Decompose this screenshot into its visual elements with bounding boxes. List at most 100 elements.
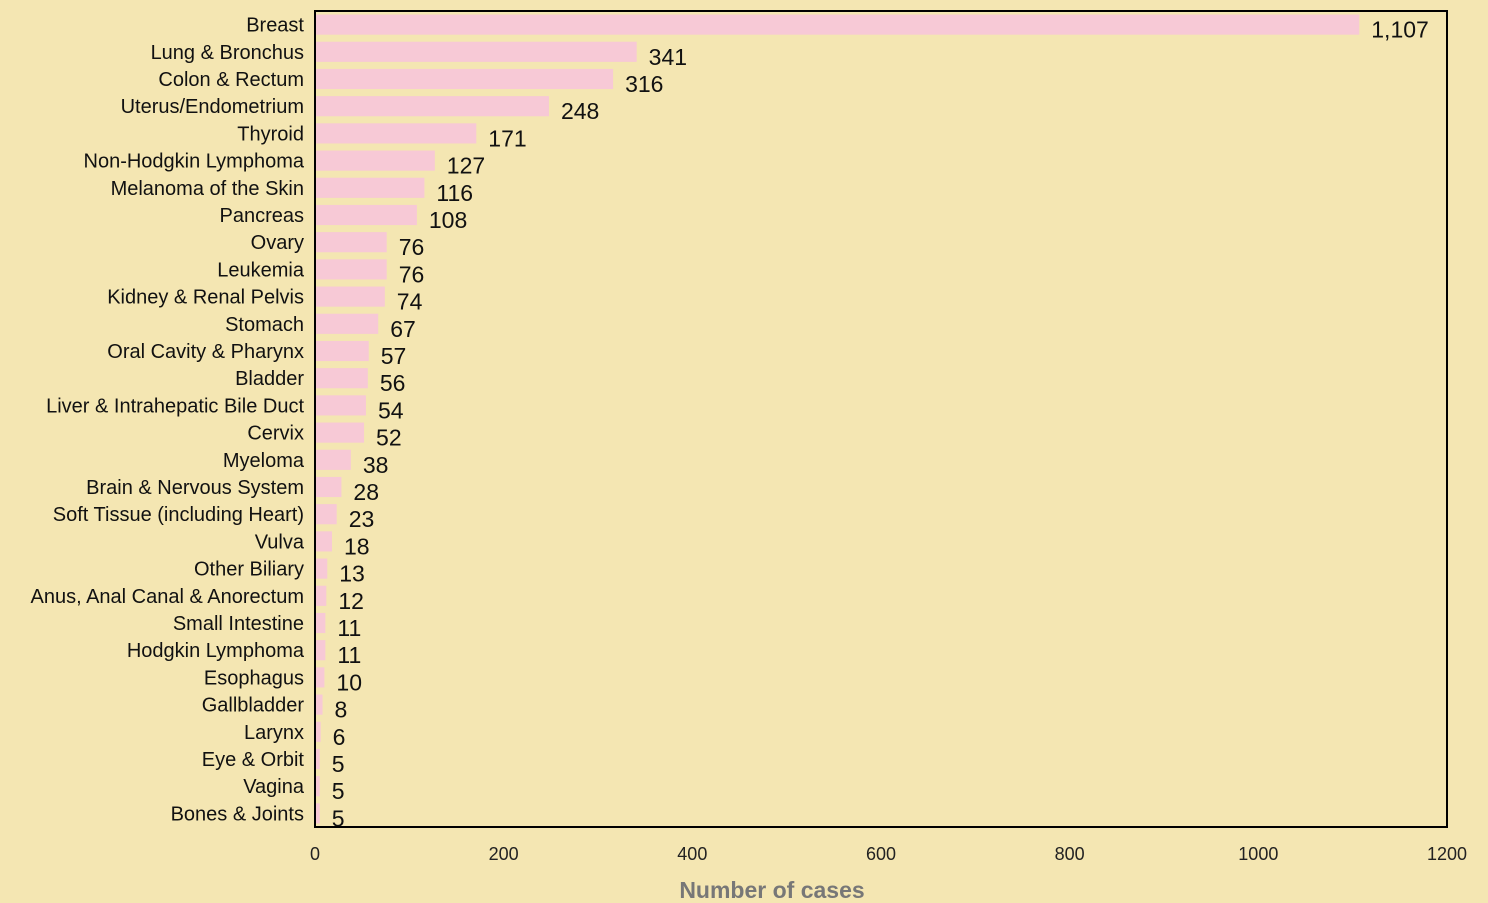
bar-hodgkin-lymphoma bbox=[316, 640, 326, 661]
value-label-eye-orbit: 5 bbox=[332, 751, 345, 777]
category-label-melanoma-of-the-skin: Melanoma of the Skin bbox=[111, 178, 304, 200]
value-label-esophagus: 10 bbox=[336, 669, 362, 695]
category-label-bones-joints: Bones & Joints bbox=[171, 803, 304, 825]
x-tick-label-800: 800 bbox=[1055, 844, 1085, 864]
value-label-liver-intrahepatic-bile-duct: 54 bbox=[378, 397, 404, 423]
category-label-bladder: Bladder bbox=[235, 368, 304, 390]
bar-small-intestine bbox=[316, 612, 326, 634]
bar-esophagus bbox=[316, 667, 325, 688]
category-label-other-biliary: Other Biliary bbox=[194, 559, 304, 581]
bar-soft-tissue-including-heart bbox=[316, 504, 337, 525]
bar-liver-intrahepatic-bile-duct bbox=[316, 395, 366, 416]
value-label-brain-nervous-system: 28 bbox=[353, 479, 379, 505]
value-label-bones-joints: 5 bbox=[332, 805, 345, 831]
bar-ovary bbox=[316, 232, 387, 253]
bar-melanoma-of-the-skin bbox=[316, 177, 425, 198]
bar-non-hodgkin-lymphoma bbox=[316, 150, 435, 171]
x-tick-label-200: 200 bbox=[489, 844, 519, 864]
value-label-vulva: 18 bbox=[344, 533, 370, 559]
value-label-breast: 1,107 bbox=[1371, 17, 1429, 43]
value-label-colon-rectum: 316 bbox=[625, 71, 663, 97]
category-label-colon-rectum: Colon & Rectum bbox=[158, 69, 304, 91]
bar-breast bbox=[316, 14, 1360, 35]
value-label-soft-tissue-including-heart: 23 bbox=[349, 506, 375, 532]
category-label-vagina: Vagina bbox=[243, 776, 305, 798]
bar-pancreas bbox=[316, 204, 417, 226]
bar-stomach bbox=[316, 313, 379, 334]
x-tick-label-1200: 1200 bbox=[1427, 844, 1467, 864]
x-tick-label-400: 400 bbox=[677, 844, 707, 864]
category-label-liver-intrahepatic-bile-duct: Liver & Intrahepatic Bile Duct bbox=[46, 395, 304, 417]
category-labels: Breast Lung & Bronchus Colon & Rectum Uteru… bbox=[31, 15, 305, 826]
x-axis-title: Number of cases bbox=[679, 877, 864, 903]
bar-oral-cavity-pharynx bbox=[316, 340, 369, 362]
category-label-lung-bronchus: Lung & Bronchus bbox=[151, 42, 304, 64]
bar-thyroid bbox=[316, 123, 477, 144]
value-label-lung-bronchus: 341 bbox=[649, 44, 687, 70]
category-label-uterus-endometrium: Uterus/Endometrium bbox=[121, 96, 304, 118]
category-label-hodgkin-lymphoma: Hodgkin Lymphoma bbox=[127, 640, 305, 662]
category-label-eye-orbit: Eye & Orbit bbox=[202, 749, 305, 771]
category-label-cervix: Cervix bbox=[247, 423, 304, 445]
category-label-larynx: Larynx bbox=[244, 722, 304, 744]
value-label-larynx: 6 bbox=[333, 724, 346, 750]
value-label-uterus-endometrium: 248 bbox=[561, 98, 599, 124]
value-label-hodgkin-lymphoma: 11 bbox=[337, 642, 361, 668]
value-label-bladder: 56 bbox=[380, 370, 406, 396]
value-label-ovary: 76 bbox=[399, 234, 425, 260]
value-label-pancreas: 108 bbox=[429, 207, 467, 233]
value-label-vagina: 5 bbox=[332, 778, 345, 804]
category-label-oral-cavity-pharynx: Oral Cavity & Pharynx bbox=[107, 341, 304, 363]
bar-myeloma bbox=[316, 449, 351, 470]
x-tick-label-600: 600 bbox=[866, 844, 896, 864]
bar-uterus-endometrium bbox=[316, 96, 549, 117]
bar-vulva bbox=[316, 531, 332, 552]
bar-leukemia bbox=[316, 259, 387, 280]
value-label-gallbladder: 8 bbox=[335, 697, 348, 723]
bar-eye-orbit bbox=[316, 748, 320, 770]
category-label-brain-nervous-system: Brain & Nervous System bbox=[86, 477, 304, 499]
value-label-small-intestine: 11 bbox=[337, 615, 361, 641]
bar-other-biliary bbox=[316, 558, 328, 579]
category-label-stomach: Stomach bbox=[225, 314, 304, 336]
bars-group bbox=[316, 14, 1360, 824]
category-label-gallbladder: Gallbladder bbox=[202, 695, 305, 717]
value-label-stomach: 67 bbox=[390, 316, 416, 342]
value-label-cervix: 52 bbox=[376, 425, 402, 451]
value-label-melanoma-of-the-skin: 116 bbox=[436, 180, 473, 206]
value-label-myeloma: 38 bbox=[363, 452, 389, 478]
bar-vagina bbox=[316, 776, 320, 797]
category-label-thyroid: Thyroid bbox=[237, 123, 304, 145]
plot-area-frame bbox=[314, 10, 1448, 828]
bar-brain-nervous-system bbox=[316, 476, 342, 498]
bar-cervix bbox=[316, 422, 365, 443]
bar-gallbladder bbox=[316, 694, 323, 715]
x-tick-label-0: 0 bbox=[310, 844, 320, 864]
category-label-non-hodgkin-lymphoma: Non-Hodgkin Lymphoma bbox=[84, 151, 305, 173]
bar-anus-anal-canal-anorectum bbox=[316, 585, 327, 606]
category-label-anus-anal-canal-anorectum: Anus, Anal Canal & Anorectum bbox=[31, 586, 305, 608]
x-axis-ticks: 0 200 400 600 800 1000 1200 bbox=[310, 844, 1467, 864]
value-label-other-biliary: 13 bbox=[339, 561, 365, 587]
bar-larynx bbox=[316, 721, 321, 742]
value-label-thyroid: 171 bbox=[488, 125, 526, 151]
category-label-ovary: Ovary bbox=[251, 232, 304, 254]
category-label-small-intestine: Small Intestine bbox=[173, 613, 304, 635]
category-label-soft-tissue-including-heart: Soft Tissue (including Heart) bbox=[53, 504, 304, 526]
category-label-vulva: Vulva bbox=[255, 531, 305, 553]
value-labels: 1,10734131624817112711610876767467575654… bbox=[332, 17, 1429, 832]
value-label-oral-cavity-pharynx: 57 bbox=[381, 343, 407, 369]
category-label-breast: Breast bbox=[246, 15, 304, 37]
bar-colon-rectum bbox=[316, 68, 614, 90]
category-label-kidney-renal-pelvis: Kidney & Renal Pelvis bbox=[107, 287, 304, 309]
category-label-pancreas: Pancreas bbox=[220, 205, 305, 227]
value-label-anus-anal-canal-anorectum: 12 bbox=[338, 588, 364, 614]
category-label-myeloma: Myeloma bbox=[223, 450, 305, 472]
bar-lung-bronchus bbox=[316, 41, 637, 62]
bar-bladder bbox=[316, 368, 368, 389]
x-tick-label-1000: 1000 bbox=[1238, 844, 1278, 864]
bar-bones-joints bbox=[316, 803, 320, 824]
category-label-esophagus: Esophagus bbox=[204, 667, 304, 689]
value-label-non-hodgkin-lymphoma: 127 bbox=[447, 153, 485, 179]
